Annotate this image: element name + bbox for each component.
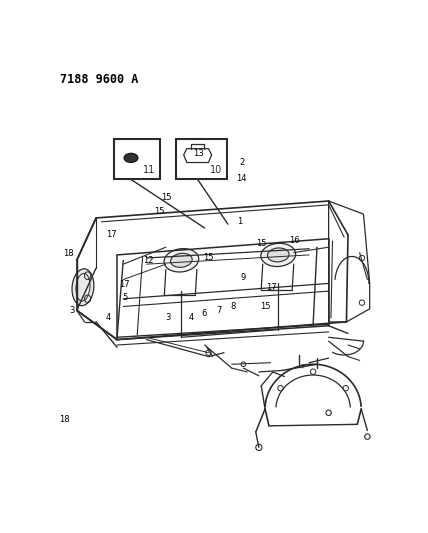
Text: 2: 2 <box>239 158 244 167</box>
Bar <box>114 140 160 180</box>
Text: 7188 9600 A: 7188 9600 A <box>59 73 138 86</box>
Text: 3: 3 <box>165 313 171 322</box>
Text: 7: 7 <box>216 306 221 314</box>
Text: 14: 14 <box>236 174 246 183</box>
Text: 17: 17 <box>267 283 277 292</box>
Text: 17: 17 <box>119 280 130 289</box>
Text: 6: 6 <box>202 309 207 318</box>
Text: 4: 4 <box>188 313 194 322</box>
Ellipse shape <box>164 248 199 272</box>
Bar <box>176 140 227 180</box>
Text: 5: 5 <box>122 293 128 302</box>
Text: 9: 9 <box>241 273 246 282</box>
Ellipse shape <box>171 253 192 268</box>
Text: 15: 15 <box>260 302 270 311</box>
Text: 3: 3 <box>69 306 74 314</box>
Text: 16: 16 <box>288 236 299 245</box>
Text: 10: 10 <box>210 165 223 175</box>
Text: 17: 17 <box>106 230 117 239</box>
Text: 12: 12 <box>143 256 153 265</box>
Text: 18: 18 <box>63 249 74 258</box>
Text: Q: Q <box>300 364 305 368</box>
Text: 15: 15 <box>203 253 214 262</box>
Text: 4: 4 <box>106 313 111 322</box>
Text: 15: 15 <box>155 207 165 216</box>
Ellipse shape <box>124 154 138 163</box>
Text: 13: 13 <box>193 149 204 158</box>
Text: 8: 8 <box>230 302 235 311</box>
Text: 15: 15 <box>161 193 172 202</box>
Text: 1: 1 <box>237 217 243 227</box>
Text: 15: 15 <box>256 239 267 248</box>
Ellipse shape <box>268 248 289 262</box>
Ellipse shape <box>261 244 296 266</box>
Text: 11: 11 <box>143 165 155 175</box>
Text: 18: 18 <box>59 415 70 424</box>
Ellipse shape <box>72 269 94 306</box>
